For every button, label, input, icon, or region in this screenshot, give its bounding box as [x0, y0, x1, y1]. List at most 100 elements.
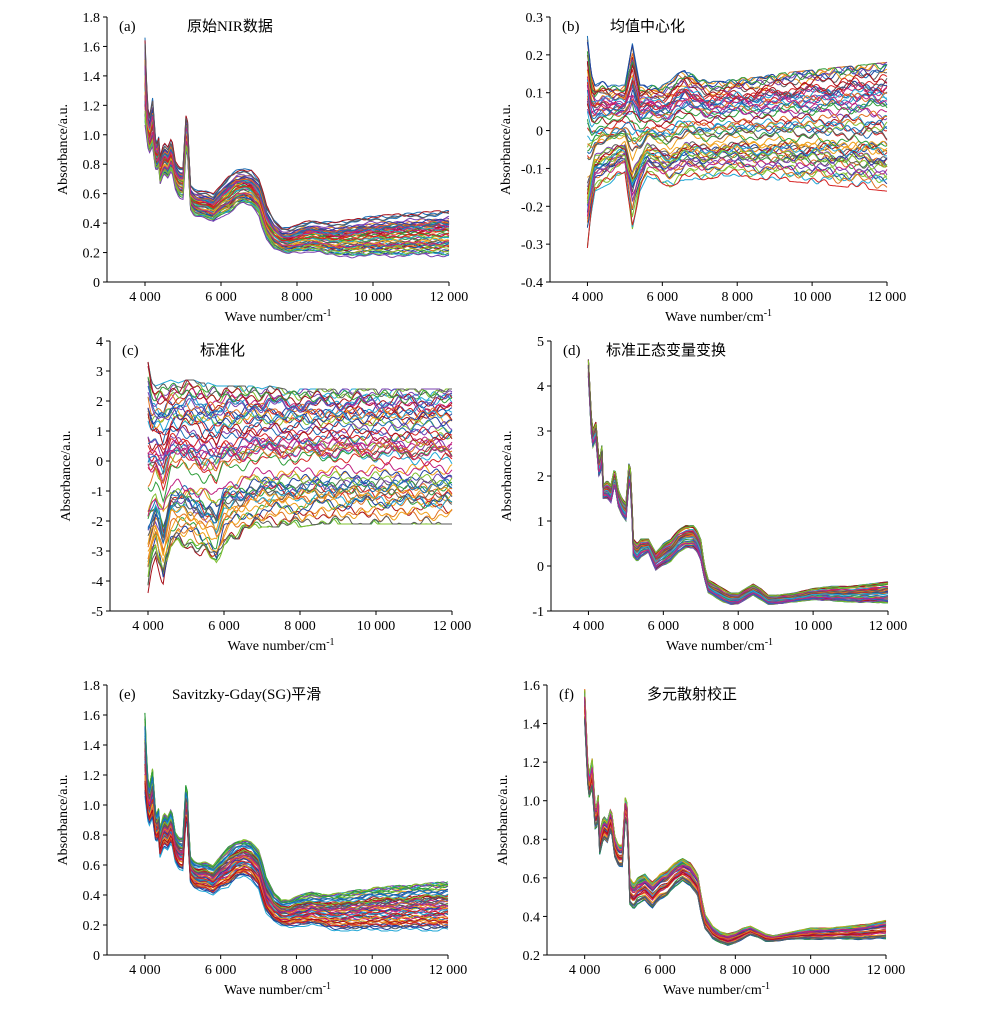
y-tick-label: -0.4 [521, 276, 543, 291]
x-axis-label: Wave number/cm-1 [227, 637, 334, 655]
panel-tag: (a) [119, 19, 136, 35]
panel-tag: (f) [559, 687, 574, 703]
spectrum-line [144, 69, 450, 238]
x-tick-label: 8 000 [281, 963, 313, 978]
y-axis-label: Absorbance/a.u. [56, 775, 71, 866]
panel-tag: (d) [563, 343, 581, 359]
y-tick-label: -0.2 [521, 200, 543, 215]
y-tick-label: 0 [96, 455, 103, 470]
spectrum-line [147, 439, 453, 487]
y-tick-label: 0 [536, 125, 543, 140]
x-tick-label: 12 000 [430, 290, 469, 305]
spectrum-line [147, 404, 453, 434]
y-tick-label: 0.2 [83, 247, 101, 262]
spectrum-line [144, 124, 450, 259]
y-tick-label: 0.2 [83, 919, 101, 934]
x-tick-label: 6 000 [648, 619, 680, 634]
spectrum-line [147, 483, 453, 556]
y-tick-label: 1.6 [83, 709, 101, 724]
x-tick-label: 4 000 [573, 619, 605, 634]
spectra-series [147, 361, 453, 594]
x-axis-label: Wave number/cm-1 [224, 308, 331, 326]
spectrum-line [147, 380, 453, 407]
y-tick-label: 0.4 [83, 217, 101, 232]
spectrum-line [147, 361, 452, 400]
y-tick-label: 0.6 [523, 872, 541, 887]
x-tick-label: 4 000 [132, 619, 164, 634]
y-tick-label: 1.6 [83, 40, 101, 55]
x-tick-label: 4 000 [129, 963, 161, 978]
spectra-series [586, 35, 888, 248]
y-tick-label: 1.4 [523, 718, 541, 733]
chart-panel-6: 0.2 0.4 0.6 0.8 1.0 1.2 1.4 1.6 4 000 6 000 8 000 1… [496, 679, 905, 998]
y-tick-label: 1.2 [523, 756, 541, 771]
y-tick-label: 1.4 [83, 739, 101, 754]
y-tick-label: 0.8 [83, 158, 101, 173]
spectrum-line [586, 74, 888, 111]
spectrum-line [586, 41, 888, 94]
spectrum-line [144, 100, 450, 250]
spectrum-line [587, 360, 889, 597]
x-tick-label: 12 000 [869, 619, 908, 634]
spectrum-line [144, 43, 450, 232]
x-tick-label: 4 000 [569, 963, 601, 978]
y-tick-label: 2 [96, 395, 103, 410]
chart-panel-1: 0 0.2 0.4 0.6 0.8 1.0 1.2 1.4 1.6 1.8 4 000 6 000 8 … [56, 11, 468, 325]
y-tick-label: 0.1 [526, 87, 544, 102]
y-tick-label: 1.0 [83, 129, 101, 144]
y-tick-label: 0 [93, 276, 100, 291]
y-tick-label: 2 [537, 470, 544, 485]
spectrum-line [586, 59, 888, 103]
spectrum-line [587, 362, 889, 599]
y-tick-label: 0.6 [83, 859, 101, 874]
y-tick-label: -2 [91, 515, 103, 530]
x-tick-label: 10 000 [357, 619, 396, 634]
spectrum-line [147, 365, 452, 404]
y-tick-label: 1.2 [83, 769, 101, 784]
panel-tag: (e) [119, 687, 136, 703]
panel-tag: (c) [122, 343, 139, 359]
x-tick-label: 12 000 [429, 963, 468, 978]
y-tick-label: 1.8 [83, 11, 101, 26]
spectrum-line [586, 89, 888, 120]
spectrum-line [144, 750, 449, 913]
spectrum-line [144, 742, 449, 911]
y-tick-label: 1 [96, 425, 103, 440]
x-axis-label: Wave number/cm-1 [224, 981, 331, 999]
spectrum-line [144, 117, 450, 256]
spectrum-line [584, 694, 887, 937]
spectrum-line [587, 364, 889, 600]
spectrum-line [586, 143, 888, 207]
panel-tag: (b) [562, 19, 580, 35]
y-tick-label: 0.8 [83, 829, 101, 844]
spectra-series [587, 359, 889, 605]
spectrum-line [147, 515, 452, 586]
x-tick-label: 8 000 [722, 619, 754, 634]
x-tick-label: 10 000 [791, 963, 830, 978]
x-tick-label: 10 000 [793, 290, 832, 305]
y-axis-label: Absorbance/a.u. [499, 104, 514, 195]
x-tick-label: 10 000 [353, 963, 392, 978]
panel-title: 原始NIR数据 [187, 18, 273, 35]
spectrum-line [587, 369, 889, 601]
spectra-series [144, 712, 449, 932]
x-tick-label: 4 000 [129, 290, 161, 305]
y-tick-label: 0.6 [83, 188, 101, 203]
y-tick-label: 0.2 [523, 949, 541, 964]
y-tick-label: -5 [91, 605, 103, 620]
y-axis-label: Absorbance/a.u. [500, 431, 515, 522]
spectrum-line [586, 100, 888, 137]
spectrum-line [144, 95, 450, 249]
spectrum-line [144, 780, 449, 925]
y-tick-label: 0.3 [526, 11, 544, 26]
spectrum-line [147, 426, 453, 455]
y-tick-label: 0.8 [523, 833, 541, 848]
y-tick-label: 0 [537, 560, 544, 575]
y-tick-label: -1 [91, 485, 103, 500]
x-tick-label: 10 000 [354, 290, 393, 305]
x-tick-label: 6 000 [644, 963, 676, 978]
spectrum-line [147, 376, 453, 404]
spectrum-line [144, 790, 449, 928]
spectrum-line [147, 471, 453, 517]
x-tick-label: 8 000 [721, 290, 753, 305]
